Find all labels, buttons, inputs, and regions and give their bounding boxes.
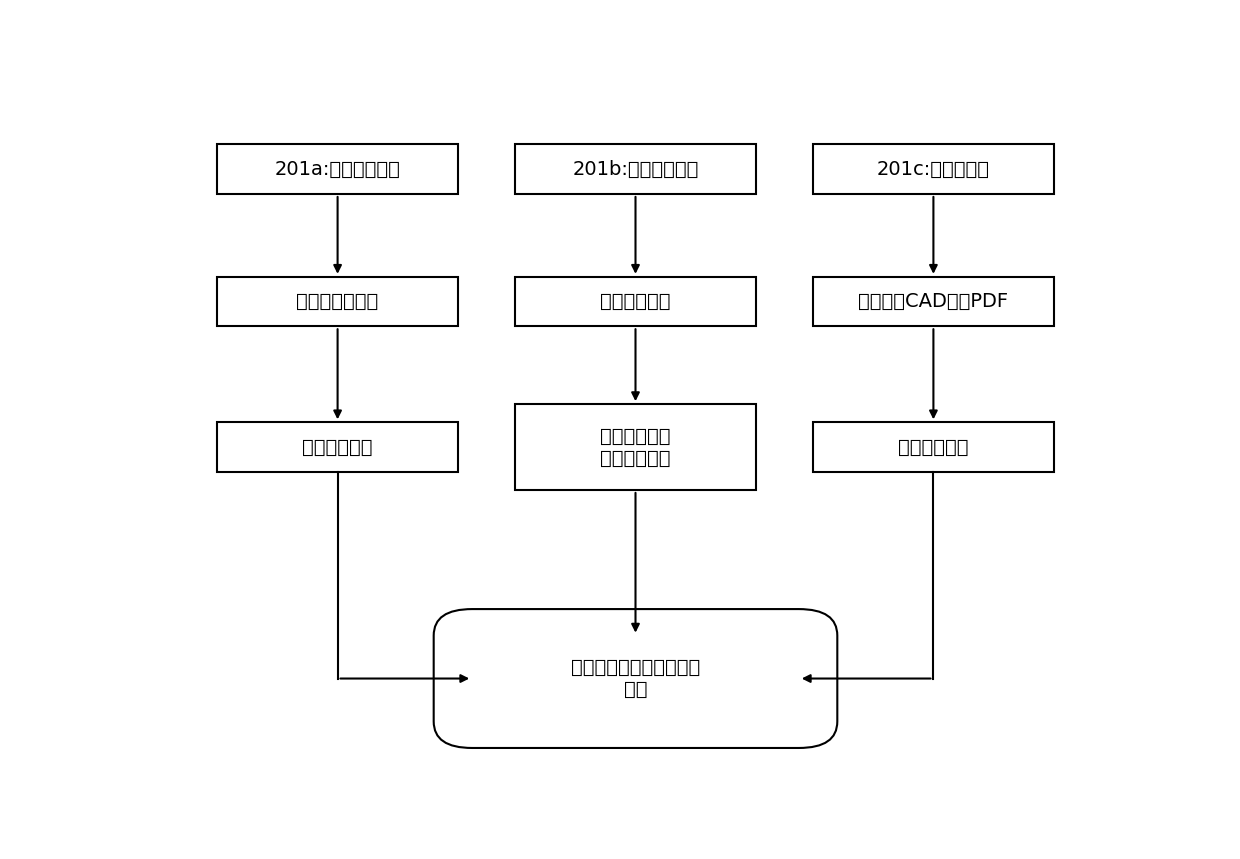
FancyBboxPatch shape <box>813 423 1054 472</box>
Text: 提取名称特征: 提取名称特征 <box>303 437 373 456</box>
Text: 201c:功能图数据: 201c:功能图数据 <box>877 160 990 179</box>
FancyBboxPatch shape <box>217 277 458 326</box>
FancyBboxPatch shape <box>217 423 458 472</box>
Text: 提取名称特征: 提取名称特征 <box>898 437 968 456</box>
Text: 归一化为标准表: 归一化为标准表 <box>296 292 378 311</box>
Text: 提取链接关系
提取名称特征: 提取链接关系 提取名称特征 <box>600 427 671 467</box>
FancyBboxPatch shape <box>516 404 755 490</box>
FancyBboxPatch shape <box>516 144 755 194</box>
FancyBboxPatch shape <box>516 277 755 326</box>
FancyBboxPatch shape <box>434 609 837 748</box>
Text: 201a:端接关系数据: 201a:端接关系数据 <box>274 160 401 179</box>
FancyBboxPatch shape <box>813 277 1054 326</box>
FancyBboxPatch shape <box>217 144 458 194</box>
Text: 信号流图绘制与名称特征
匹配: 信号流图绘制与名称特征 匹配 <box>570 658 701 699</box>
FancyBboxPatch shape <box>813 144 1054 194</box>
Text: 201b:组态数据导入: 201b:组态数据导入 <box>573 160 698 179</box>
Text: 归一化为文本: 归一化为文本 <box>600 292 671 311</box>
Text: 归一化为CAD以及PDF: 归一化为CAD以及PDF <box>858 292 1008 311</box>
